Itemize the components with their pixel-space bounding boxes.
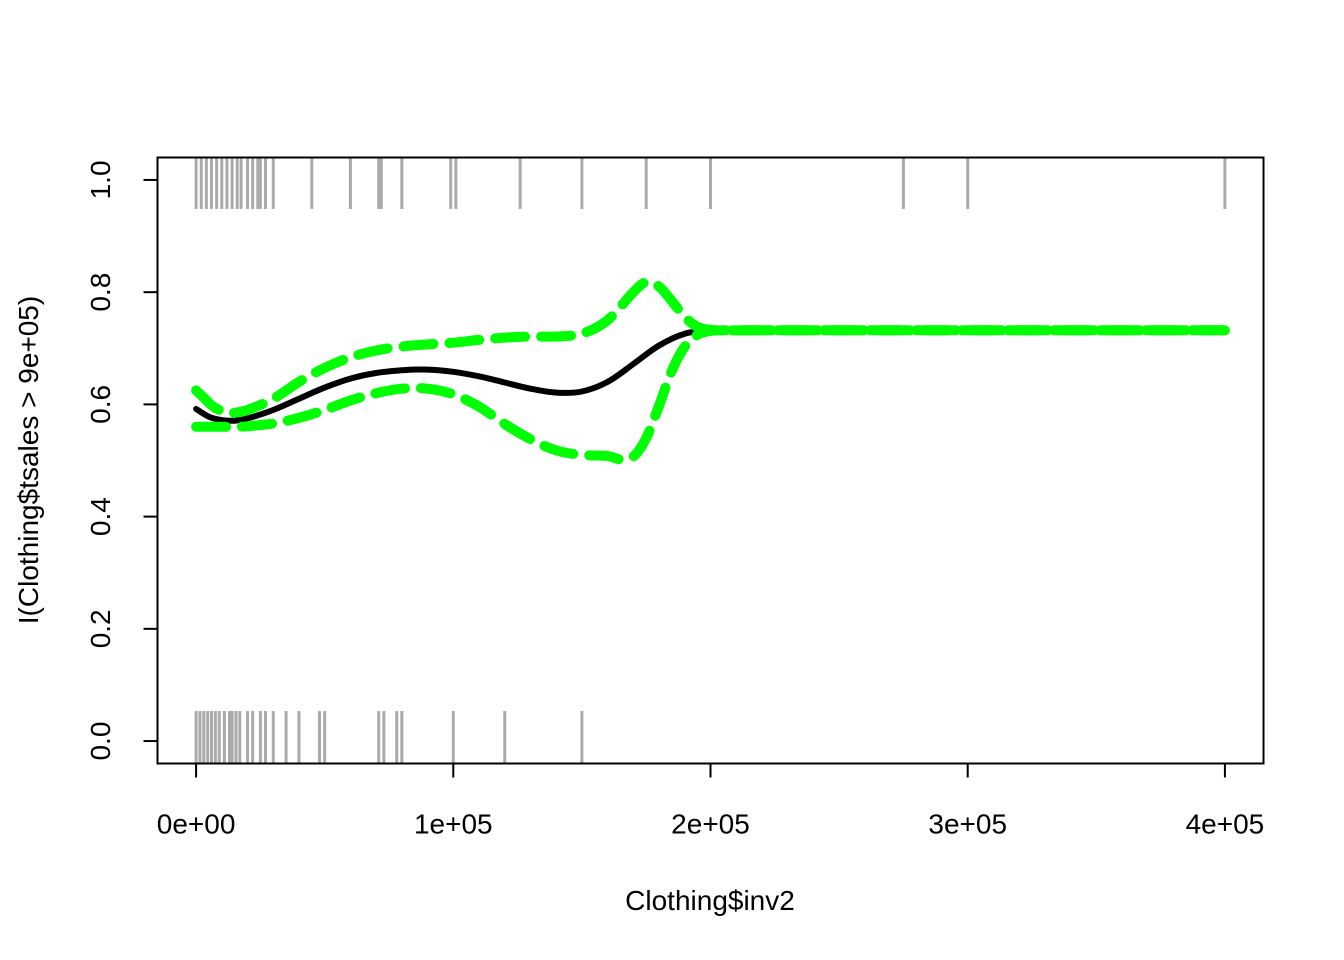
y-tick-label: 0.2 [85, 609, 116, 648]
y-tick-label: 0.6 [85, 385, 116, 424]
x-tick-label: 1e+05 [414, 809, 493, 840]
series-lower-band [191, 325, 1230, 465]
x-tick-label: 0e+00 [157, 809, 236, 840]
y-tick-label: 1.0 [85, 160, 116, 199]
x-axis: 0e+00 1e+05 2e+05 3e+05 4e+05 [157, 762, 1265, 840]
series-upper-band [191, 276, 1230, 419]
x-tick-label: 4e+05 [1186, 809, 1265, 840]
y-axis-label: I(Clothing$tsales > 9e+05) [13, 296, 44, 624]
x-tick-label: 3e+05 [928, 809, 1007, 840]
y-tick-label: 0.4 [85, 497, 116, 536]
rug-top [194, 157, 1227, 209]
y-axis: 0.0 0.2 0.4 0.6 0.8 1.0 [85, 160, 159, 761]
x-axis-label: Clothing$inv2 [625, 885, 795, 916]
y-tick-label: 0.0 [85, 722, 116, 761]
y-tick-label: 0.8 [85, 273, 116, 312]
rug-bottom [194, 711, 584, 764]
series-layer [191, 276, 1230, 465]
plot-frame [156, 156, 1265, 765]
x-tick-label: 2e+05 [671, 809, 750, 840]
series-fit [193, 327, 1228, 424]
